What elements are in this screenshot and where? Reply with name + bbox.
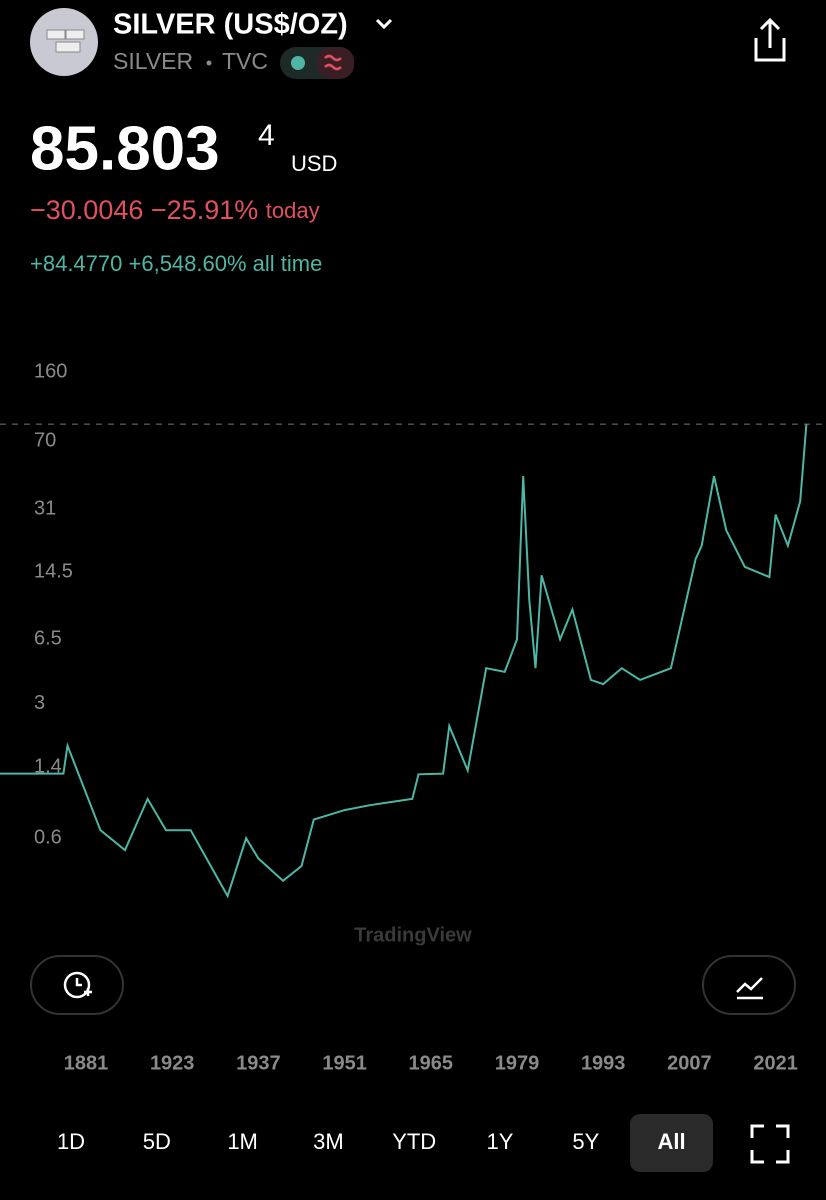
- range-button[interactable]: 5D: [143, 1129, 171, 1154]
- share-button[interactable]: [754, 17, 786, 62]
- range-button[interactable]: YTD: [392, 1129, 436, 1154]
- alert-icon-detail: [75, 978, 92, 996]
- icon-bar: [46, 29, 66, 40]
- status-badge-half: [317, 47, 354, 79]
- total-change-percent: +6,548.60%: [129, 251, 247, 276]
- change: −30.0046 −25.91% today: [30, 195, 320, 225]
- range-button[interactable]: 5Y: [572, 1129, 599, 1154]
- alert-icon: [63, 971, 91, 999]
- range-button[interactable]: 1M: [227, 1129, 258, 1154]
- x-tick-label: 1993: [581, 1052, 626, 1074]
- x-tick-label: 2021: [753, 1052, 798, 1074]
- y-tick-label: 6.5: [34, 628, 62, 650]
- change-percent: −25.91%: [151, 195, 258, 225]
- x-tick-label: 1951: [322, 1052, 367, 1074]
- x-tick-label: 1979: [495, 1052, 540, 1074]
- range-button[interactable]: 1D: [57, 1129, 85, 1154]
- range-button[interactable]: 3M: [313, 1129, 344, 1154]
- range-button[interactable]: All: [658, 1129, 686, 1154]
- x-tick-label: 1937: [236, 1052, 281, 1074]
- y-tick-label: 3: [34, 692, 45, 714]
- y-tick-label: 160: [34, 360, 67, 382]
- indicator-button[interactable]: [702, 955, 796, 1015]
- icon-bar: [65, 29, 85, 40]
- total-change: +84.4770 +6,548.60% all time: [30, 251, 322, 276]
- icon-bar: [55, 41, 81, 53]
- range-button[interactable]: 1Y: [487, 1129, 514, 1154]
- watermark: TradingView: [354, 924, 472, 946]
- separator: [206, 60, 212, 66]
- y-tick-label: 14.5: [34, 561, 73, 583]
- selected-range-bg: [630, 1114, 713, 1172]
- total-change-value: +84.4770: [30, 251, 122, 276]
- y-tick-label: 0.6: [34, 826, 62, 848]
- alert-button[interactable]: [30, 955, 124, 1015]
- x-tick-label: 2007: [667, 1052, 712, 1074]
- chevron[interactable]: [375, 18, 393, 30]
- symbol: SILVER: [113, 48, 193, 74]
- y-tick-label: 31: [34, 497, 56, 519]
- indicator-icon: [736, 977, 763, 1000]
- exchange: TVC: [222, 48, 268, 74]
- x-tick-label: 1881: [64, 1052, 109, 1074]
- title[interactable]: SILVER (US$/OZ): [113, 9, 348, 41]
- price-line: [0, 424, 808, 899]
- price: 85.803: [30, 114, 220, 183]
- total-period: all time: [253, 251, 323, 276]
- y-tick-label: 1.4: [34, 756, 62, 778]
- x-tick-label: 1923: [150, 1052, 195, 1074]
- fullscreen-button[interactable]: [750, 1124, 790, 1164]
- currency: USD: [291, 151, 337, 176]
- delay-icon: [324, 54, 342, 71]
- x-tick-label: 1965: [409, 1052, 454, 1074]
- change-value: −30.0046: [30, 195, 143, 225]
- price-superscript: 4: [258, 119, 275, 152]
- market-dot: [291, 56, 305, 70]
- change-period: today: [266, 198, 320, 223]
- y-tick-label: 70: [34, 429, 56, 451]
